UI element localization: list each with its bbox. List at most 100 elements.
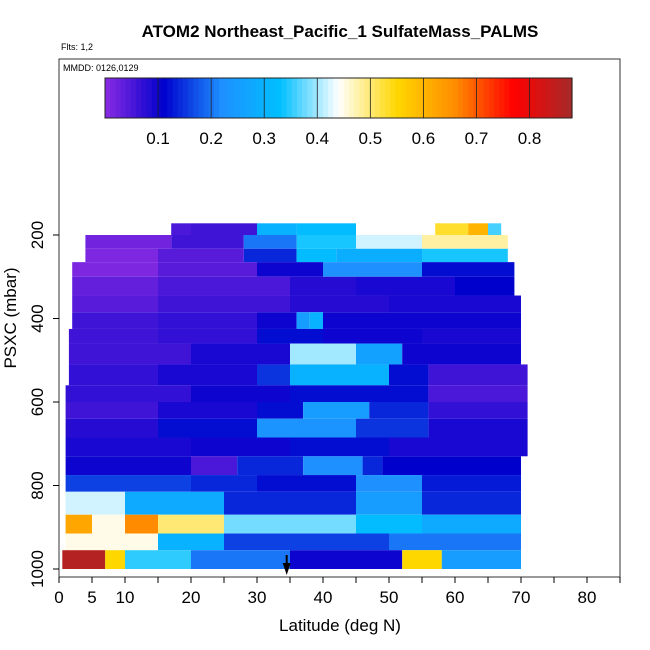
colorbar-swatch <box>504 78 511 118</box>
colorbar-swatch <box>224 78 231 118</box>
colorbar-swatch <box>556 78 563 118</box>
colorbar-swatch <box>359 78 366 118</box>
heatmap-cell <box>191 437 290 457</box>
heatmap-cell <box>171 235 244 249</box>
heatmap-cell <box>65 418 158 438</box>
dates-label: MMDD: 0126,0129 <box>63 63 139 73</box>
x-tick-label: 5 <box>87 588 96 607</box>
heatmap-cell <box>72 295 158 313</box>
heatmap-cell <box>65 514 92 534</box>
heatmap-cell <box>191 456 238 476</box>
colorbar-swatch <box>343 78 350 118</box>
colorbar-swatch <box>478 78 485 118</box>
colorbar-swatch <box>385 78 391 118</box>
colorbar-swatch <box>271 78 277 118</box>
colorbar-swatch <box>250 78 257 118</box>
colorbar-swatch <box>338 78 345 118</box>
colorbar-swatch <box>535 78 542 118</box>
colorbar-swatch <box>374 78 381 118</box>
y-tick-label: 400 <box>28 304 47 332</box>
heatmap-cell <box>125 550 191 569</box>
heatmap-cell <box>356 276 455 296</box>
heatmap-cell <box>356 491 422 515</box>
heatmap-cell <box>323 312 422 329</box>
heatmap-cell <box>422 514 521 534</box>
heatmap-cell <box>158 402 257 419</box>
heatmap-cell <box>382 456 521 476</box>
heatmap-cell <box>323 262 422 277</box>
heatmap <box>62 223 528 569</box>
colorbar-swatch <box>452 78 459 118</box>
heatmap-cell <box>356 223 436 235</box>
colorbar-swatch <box>188 78 194 118</box>
heatmap-cell <box>323 328 422 344</box>
colorbar-swatch <box>348 78 355 118</box>
colorbar-swatch <box>354 78 360 118</box>
heatmap-cell <box>369 402 429 419</box>
heatmap-cell <box>356 514 422 534</box>
heatmap-cell <box>402 343 521 365</box>
colorbar-swatch <box>530 78 537 118</box>
colorbar-swatch <box>229 78 236 118</box>
colorbar-swatch <box>514 78 521 118</box>
heatmap-cell <box>191 550 290 569</box>
heatmap-cell <box>105 550 125 569</box>
heatmap-cell <box>257 312 297 329</box>
colorbar-tick-label: 0.8 <box>518 129 542 148</box>
colorbar-swatch <box>162 78 168 118</box>
heatmap-cell <box>85 248 158 263</box>
heatmap-cell <box>290 276 356 296</box>
colorbar-swatch <box>416 78 423 118</box>
colorbar-swatch <box>551 78 558 118</box>
colorbar-swatch <box>234 78 241 118</box>
colorbar-tick-label: 0.6 <box>412 129 436 148</box>
heatmap-cell <box>158 295 290 313</box>
heatmap-cell <box>435 223 469 235</box>
heatmap-cell <box>158 514 224 534</box>
colorbar-swatch <box>509 78 516 118</box>
colorbar-swatch <box>296 78 303 118</box>
colorbar-swatch <box>110 78 116 118</box>
colorbar-swatch <box>566 78 573 118</box>
colorbar-swatch <box>312 78 319 118</box>
heatmap-cell <box>389 364 429 386</box>
heatmap-cell <box>68 343 191 365</box>
heatmap-cell <box>422 475 521 492</box>
heatmap-cell <box>296 235 356 249</box>
heatmap-cell <box>422 328 521 344</box>
x-tick-label: 60 <box>446 588 465 607</box>
colorbar-swatch <box>390 78 397 118</box>
colorbar-swatch <box>167 78 174 118</box>
heatmap-cell <box>158 328 257 344</box>
colorbar-swatch <box>193 78 199 118</box>
heatmap-cell <box>290 550 403 569</box>
colorbar-swatch <box>561 78 568 118</box>
colorbar-swatch <box>431 78 438 118</box>
colorbar-swatch <box>245 78 251 118</box>
x-axis-label: Latitude (deg N) <box>279 616 401 635</box>
colorbar-swatch <box>141 78 148 118</box>
heatmap-cell <box>422 248 508 263</box>
heatmap-cell <box>72 312 158 329</box>
heatmap-cell <box>441 550 521 569</box>
heatmap-cell <box>455 276 515 296</box>
heatmap-cell <box>92 514 125 534</box>
heatmap-cell <box>362 456 383 476</box>
colorbar-swatch <box>276 78 283 118</box>
heatmap-cell <box>224 491 356 515</box>
colorbar-swatch <box>213 78 220 118</box>
heatmap-cell <box>356 475 422 492</box>
colorbar-swatch <box>120 78 127 118</box>
colorbar-swatch <box>525 78 532 118</box>
heatmap-cell <box>191 223 257 235</box>
colorbar-swatch <box>291 78 298 118</box>
heatmap-cell <box>72 276 158 296</box>
colorbar-swatch <box>130 78 137 118</box>
heatmap-cell <box>191 385 290 402</box>
heatmap-cell <box>68 328 158 344</box>
x-tick-label: 0 <box>54 588 63 607</box>
heatmap-cell <box>243 248 297 263</box>
x-tick-label: 10 <box>116 588 135 607</box>
colorbar-swatch <box>400 78 407 118</box>
